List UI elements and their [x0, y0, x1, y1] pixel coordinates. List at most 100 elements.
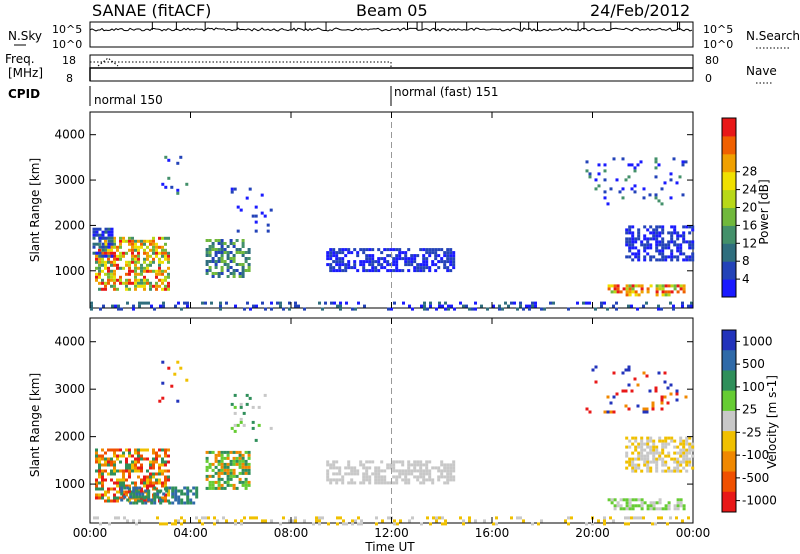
- power-cell: [152, 257, 155, 261]
- velocity-cell: [431, 478, 435, 482]
- power-cell: [411, 307, 414, 311]
- velocity-cell: [161, 463, 164, 467]
- power-cell: [155, 254, 158, 258]
- velocity-cell: [159, 501, 163, 505]
- velocity-cell: [452, 460, 456, 464]
- velocity-cluster: [95, 448, 170, 503]
- velocity-cell: [413, 466, 417, 470]
- velocity-cell: [624, 389, 628, 393]
- power-cell: [95, 272, 98, 276]
- power-cell: [640, 243, 644, 247]
- power-cell: [393, 301, 396, 305]
- velocity-cell: [158, 454, 161, 458]
- power-cell: [618, 190, 622, 194]
- velocity-cell: [646, 442, 650, 446]
- velocity-cell: [161, 496, 164, 500]
- power-cell: [119, 275, 122, 279]
- power-cell: [107, 236, 111, 240]
- power-cell: [266, 229, 270, 233]
- velocity-cell: [208, 474, 212, 478]
- velocity-cell: [107, 457, 110, 461]
- velocity-cell: [128, 454, 131, 458]
- velocity-cell: [628, 457, 632, 461]
- velocity-cell: [168, 501, 172, 505]
- power-cell: [658, 225, 662, 229]
- velocity-cell: [646, 454, 650, 458]
- velocity-cell: [226, 480, 230, 484]
- velocity-cell: [452, 475, 456, 479]
- power-cell: [164, 275, 167, 279]
- velocity-cell: [639, 516, 642, 520]
- power-cell: [413, 269, 417, 273]
- power-cell: [440, 248, 444, 252]
- power-cell: [335, 263, 339, 267]
- power-cell: [110, 284, 113, 288]
- velocity-cell: [225, 519, 228, 523]
- velocity-colorbar-segment: [722, 370, 736, 392]
- power-cell: [107, 239, 111, 243]
- power-cell: [288, 301, 291, 305]
- power-cell: [357, 301, 360, 305]
- velocity-cell: [449, 466, 453, 470]
- power-cell: [664, 258, 668, 262]
- power-cell: [220, 242, 224, 245]
- power-ytick-label: 1000: [54, 264, 85, 278]
- power-cell: [634, 240, 638, 244]
- power-cell: [625, 290, 629, 294]
- velocity-cell: [164, 481, 167, 485]
- power-cell: [211, 248, 215, 251]
- power-cell: [440, 257, 444, 261]
- power-cell: [663, 181, 667, 185]
- velocity-cell: [229, 459, 233, 463]
- power-cell: [104, 242, 107, 246]
- velocity-cell: [459, 516, 462, 520]
- velocity-cell: [685, 460, 689, 464]
- power-cell: [682, 231, 686, 235]
- velocity-cell: [654, 522, 657, 526]
- velocity-cell: [627, 383, 631, 387]
- velocity-cell: [462, 522, 465, 526]
- velocity-cell: [168, 486, 172, 490]
- velocity-cell: [416, 460, 420, 464]
- power-cell: [152, 260, 155, 264]
- power-cell: [428, 248, 432, 252]
- freq-tick-high: 18: [62, 54, 76, 67]
- power-cell: [359, 248, 363, 252]
- power-cell: [131, 254, 134, 258]
- velocity-cell: [95, 496, 98, 500]
- velocity-cell: [113, 481, 116, 485]
- velocity-cell: [223, 486, 227, 490]
- power-cell: [119, 257, 122, 261]
- power-cell: [167, 272, 170, 276]
- velocity-cell: [189, 489, 193, 493]
- power-cell: [422, 248, 426, 252]
- power-cell: [167, 281, 170, 285]
- velocity-cell: [688, 457, 692, 461]
- power-cell: [603, 301, 606, 305]
- velocity-cell: [356, 472, 360, 476]
- velocity-cell: [134, 451, 137, 455]
- velocity-cell: [643, 457, 647, 461]
- velocity-cell: [104, 460, 107, 464]
- velocity-cell: [110, 472, 113, 476]
- power-cell: [682, 237, 686, 241]
- power-cell: [673, 231, 677, 235]
- power-cell: [113, 263, 116, 267]
- power-cell: [628, 287, 632, 291]
- power-cell: [452, 266, 456, 270]
- power-cell: [143, 287, 146, 291]
- power-cell: [345, 301, 348, 305]
- velocity-cell: [107, 460, 110, 464]
- power-cell: [637, 258, 641, 262]
- velocity-cell: [395, 475, 399, 479]
- velocity-colorbar-segment: [722, 330, 736, 351]
- velocity-cell: [149, 472, 152, 476]
- velocity-cell: [165, 522, 168, 526]
- velocity-cell: [205, 450, 209, 454]
- power-cell: [631, 258, 635, 262]
- velocity-cell: [226, 477, 230, 481]
- power-cluster: [230, 187, 273, 233]
- velocity-cell: [144, 489, 148, 493]
- power-cell: [625, 240, 629, 244]
- velocity-cell: [198, 519, 201, 523]
